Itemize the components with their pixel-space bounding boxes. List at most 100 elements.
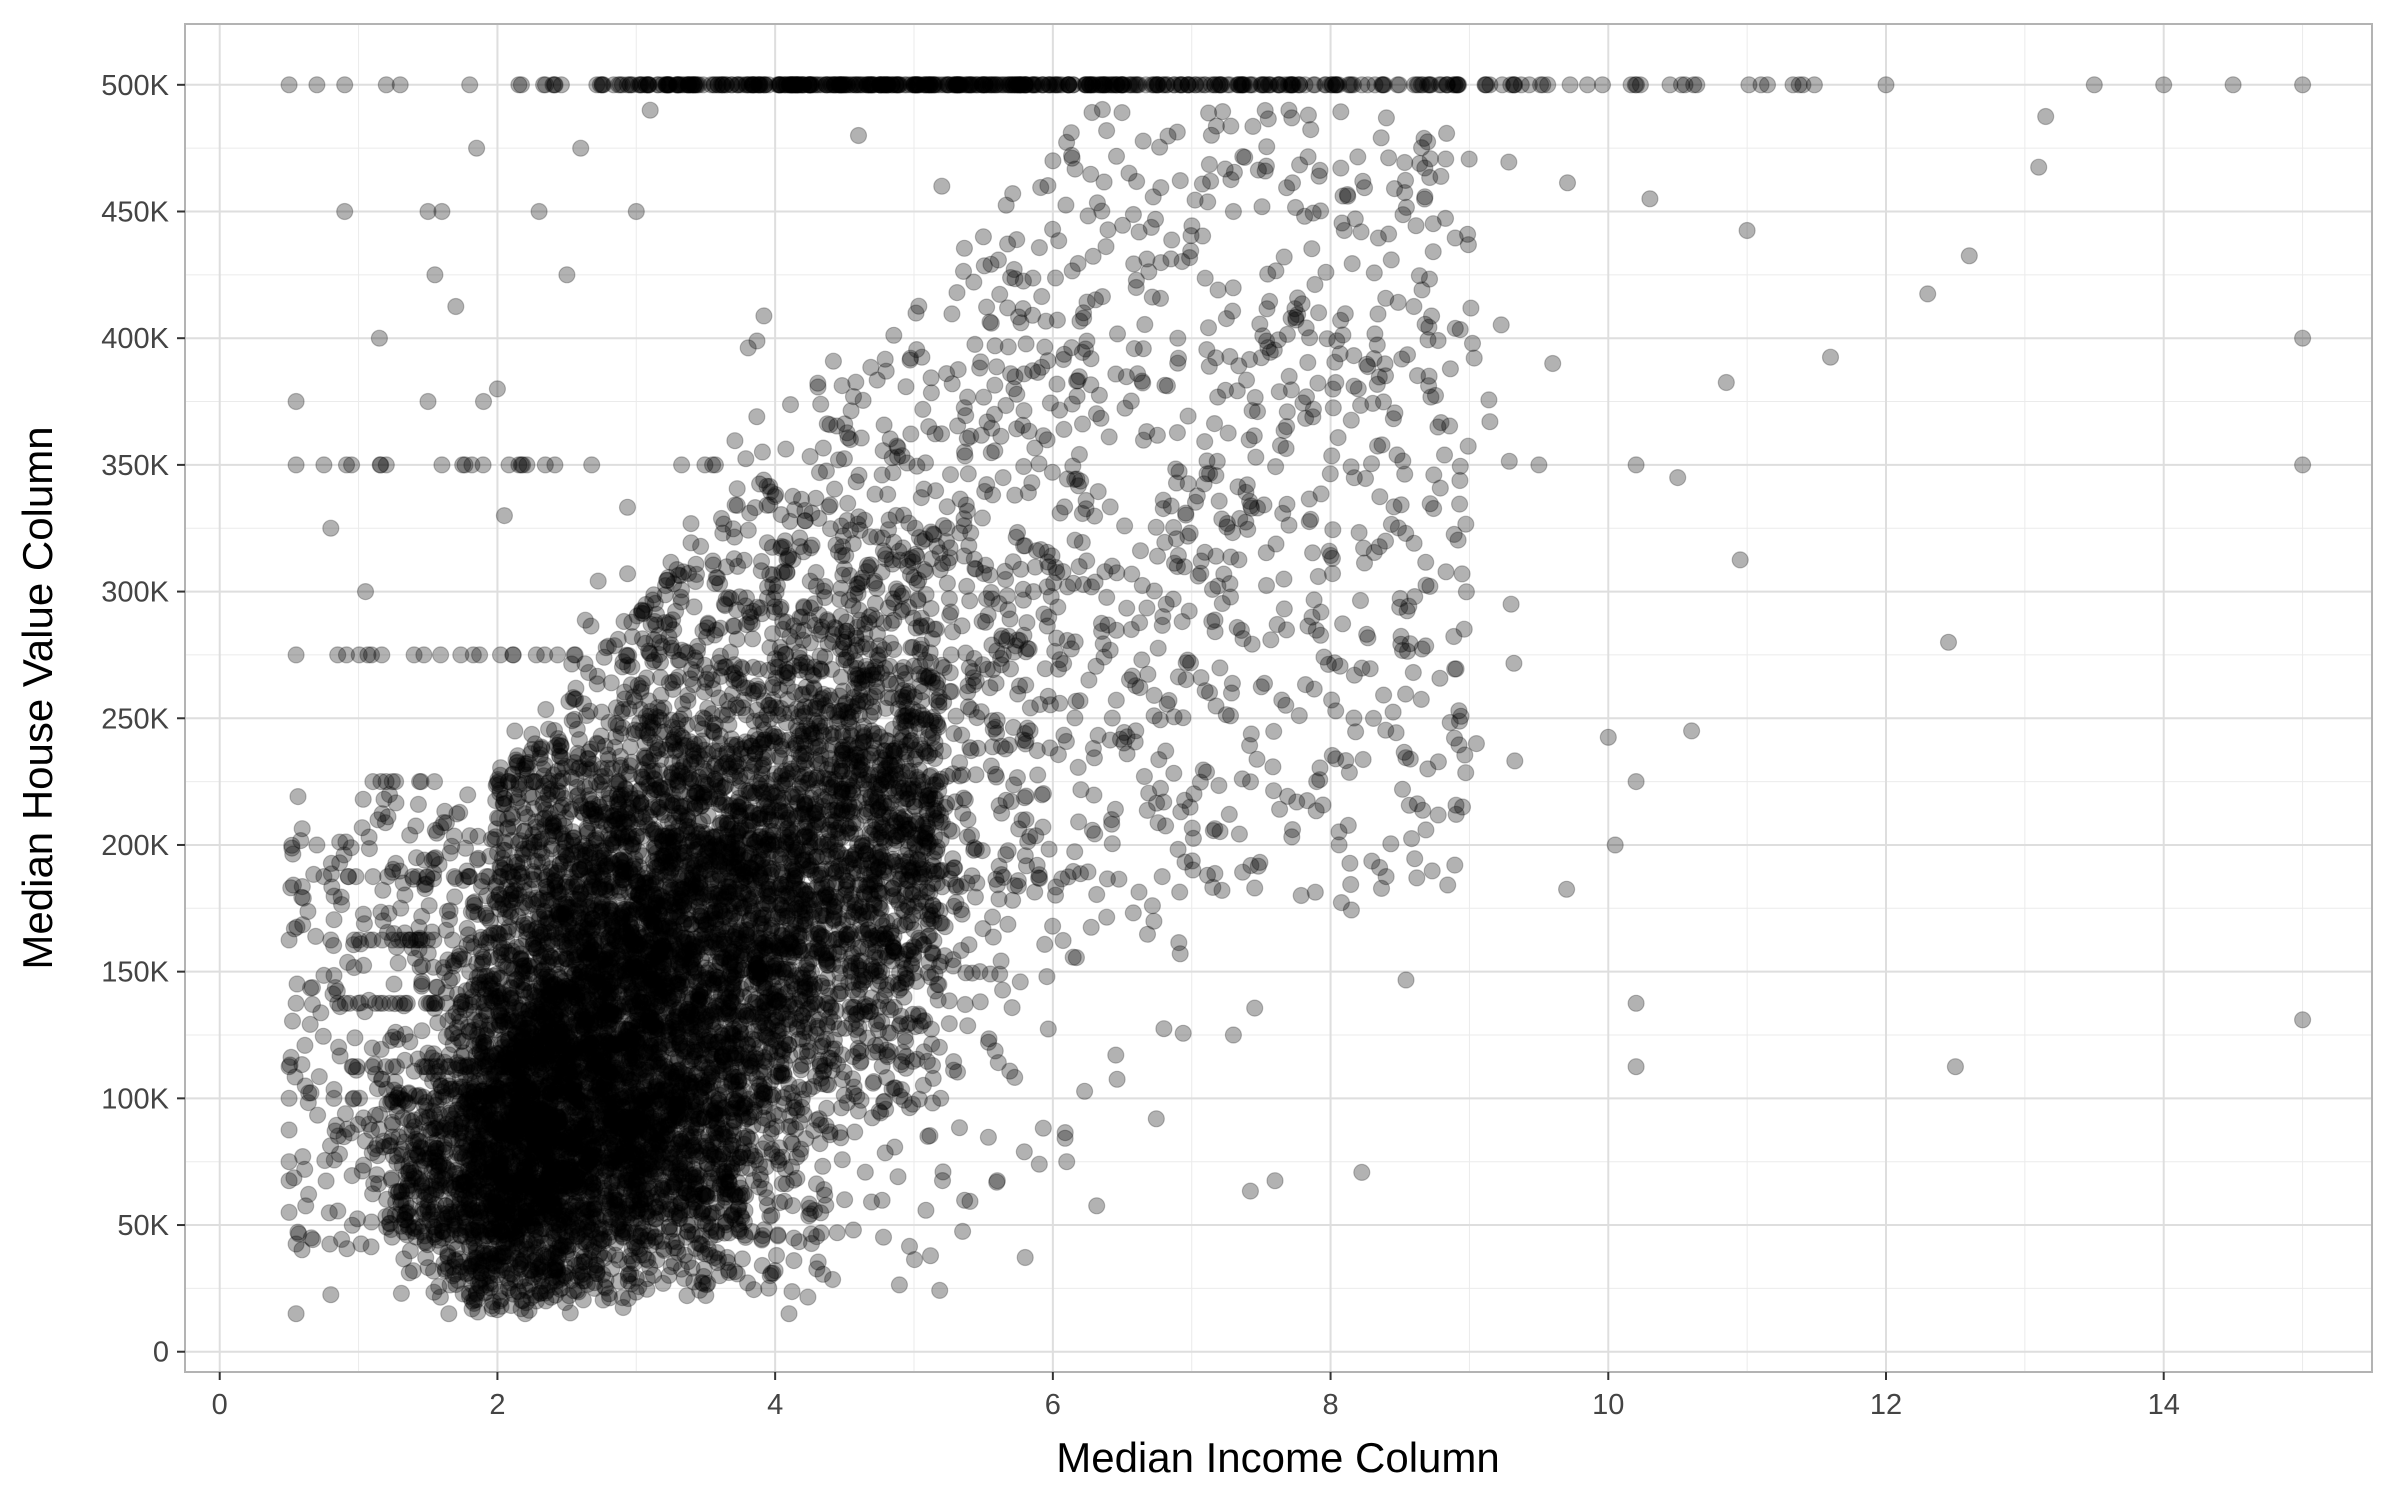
data-point: [940, 1014, 958, 1033]
data-point: [543, 931, 561, 950]
data-point: [849, 126, 868, 145]
data-point: [1500, 452, 1518, 470]
data-point: [694, 1274, 712, 1293]
data-point: [654, 1274, 672, 1293]
data-point: [673, 1078, 691, 1096]
data-point: [1049, 745, 1068, 764]
data-point: [643, 952, 662, 970]
data-point: [940, 589, 959, 608]
data-point: [583, 1049, 602, 1067]
data-point: [280, 1153, 298, 1171]
data-point: [582, 617, 600, 635]
data-point: [814, 1063, 832, 1081]
data-point: [760, 1279, 778, 1297]
data-point: [615, 902, 633, 921]
data-point: [461, 76, 479, 94]
data-point: [637, 595, 655, 614]
data-point: [1155, 1020, 1173, 1038]
data-point: [329, 994, 347, 1012]
panel-background: [185, 24, 2372, 1372]
minor-grid: [185, 24, 2372, 1372]
data-point: [979, 1128, 998, 1146]
data-point: [969, 739, 987, 757]
data-point: [2155, 76, 2173, 94]
data-point: [308, 76, 326, 94]
data-point: [817, 1196, 835, 1214]
data-point: [745, 941, 763, 959]
data-point: [410, 940, 428, 959]
data-point: [544, 76, 562, 94]
data-point: [819, 874, 838, 892]
data-point: [424, 1072, 442, 1090]
data-point: [1011, 973, 1029, 991]
data-point: [1492, 316, 1510, 334]
data-point: [1036, 935, 1054, 954]
data-point: [1558, 174, 1577, 192]
data-point: [799, 1288, 817, 1306]
data-point: [765, 603, 783, 622]
data-point: [356, 582, 375, 601]
data-point: [1170, 933, 1188, 952]
data-point: [1080, 671, 1098, 689]
data-point: [874, 1228, 893, 1246]
data-point: [772, 1063, 791, 1082]
data-point: [679, 887, 697, 906]
data-point: [1627, 772, 1645, 791]
data-point: [589, 572, 607, 590]
data-point: [2224, 76, 2242, 94]
data-point: [1557, 880, 1576, 898]
data-point: [1446, 76, 1465, 94]
data-point: [1066, 709, 1084, 727]
data-point: [2030, 158, 2048, 176]
data-point: [1224, 202, 1243, 221]
data-point: [815, 1180, 833, 1199]
data-point: [976, 613, 995, 631]
data-point: [287, 1305, 305, 1323]
data-point: [822, 76, 840, 94]
data-point: [728, 480, 746, 498]
data-point: [781, 396, 800, 414]
major-grid: [185, 24, 2372, 1372]
data-point: [1463, 334, 1482, 352]
data-point: [1056, 1129, 1074, 1147]
data-point: [738, 1128, 757, 1147]
data-point: [1118, 599, 1136, 617]
data-point: [433, 456, 451, 474]
data-point: [710, 1267, 729, 1285]
data-point: [541, 948, 560, 966]
data-point: [435, 1254, 453, 1273]
data-point: [885, 326, 903, 344]
data-point: [828, 1224, 846, 1242]
data-point: [971, 993, 989, 1011]
data-point: [835, 1191, 854, 1209]
data-point: [655, 1241, 673, 1260]
data-point: [1377, 867, 1395, 886]
data-point: [1627, 1058, 1645, 1076]
data-point: [280, 1172, 298, 1190]
data-point: [426, 266, 444, 284]
data-point: [630, 926, 649, 944]
data-point: [2294, 76, 2312, 94]
data-point: [980, 1030, 998, 1048]
data-point: [404, 1262, 422, 1280]
data-point: [419, 392, 437, 411]
data-point: [906, 834, 924, 853]
data-point: [1054, 931, 1072, 950]
data-point: [1122, 620, 1140, 639]
data-point: [959, 1017, 977, 1035]
data-point: [433, 202, 451, 221]
data-point: [634, 928, 652, 946]
data-point: [1669, 469, 1687, 487]
data-point: [1001, 660, 1020, 678]
data-point: [960, 658, 979, 677]
data-point: [697, 1076, 715, 1095]
data-point: [1230, 825, 1249, 843]
data-point: [1480, 391, 1498, 409]
data-point: [905, 76, 923, 94]
data-point: [947, 893, 965, 912]
data-point: [1196, 76, 1215, 94]
data-point: [329, 646, 347, 664]
data-point: [472, 1264, 490, 1282]
data-point: [1039, 1020, 1057, 1038]
data-point: [1641, 190, 1659, 208]
